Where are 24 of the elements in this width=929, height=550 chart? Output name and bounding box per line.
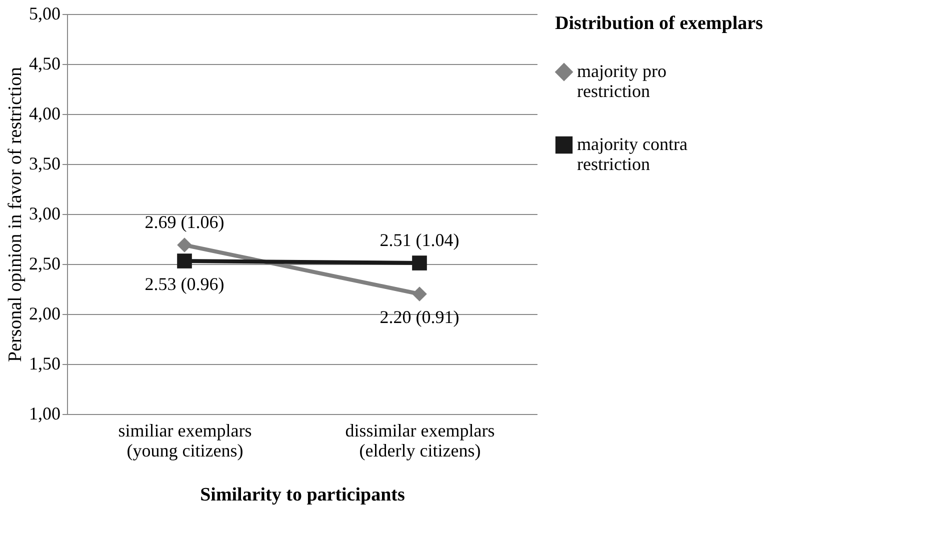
data-label: 2.51 (1.04): [380, 230, 460, 250]
point: [177, 254, 192, 268]
y-tick-label: 5,00: [29, 4, 60, 24]
y-tick-label: 3,50: [29, 154, 60, 174]
x-tick-label: dissimilar exemplars (elderly citizens): [345, 420, 495, 460]
y-axis-title: Personal opinion in favor of restriction: [5, 66, 26, 362]
x-axis-title: Similarity to participants: [200, 484, 405, 506]
y-tick-label: 3,00: [29, 204, 60, 224]
data-label: 2.20 (0.91): [380, 307, 460, 327]
legend-title: Distribution of exemplars: [555, 13, 763, 34]
y-tick-label: 2,50: [29, 254, 60, 274]
data-label: 2.53 (0.96): [144, 274, 224, 294]
point: [412, 286, 427, 302]
x-tick-label: similiar exemplars (young citizens): [118, 420, 252, 460]
y-tick-label: 4,00: [29, 104, 60, 124]
y-tick-label: 1,00: [29, 404, 60, 424]
y-tick-label: 2,00: [29, 304, 60, 324]
point: [412, 256, 427, 270]
legend-label: majority pro restriction: [577, 61, 666, 101]
y-tick-label: 4,50: [29, 54, 60, 74]
legend-label: majority contra restriction: [577, 134, 688, 174]
data-label: 2.69 (1.06): [144, 212, 224, 232]
y-tick-label: 1,50: [29, 354, 60, 374]
point: [177, 238, 192, 252]
